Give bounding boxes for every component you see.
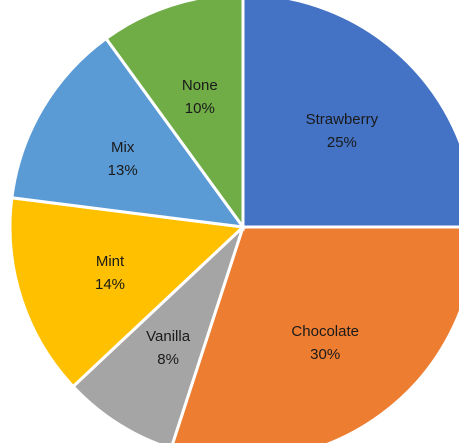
slice-category-label: Strawberry — [306, 111, 379, 128]
slice-label-none: None 10% — [182, 77, 218, 117]
slice-value-label: 30% — [310, 346, 340, 363]
slice-category-label: Mint — [96, 253, 125, 270]
pie-slice-mix — [10, 36, 247, 229]
slice-category-label: None — [182, 77, 218, 94]
labels-layer: Strawberry 25% Chocolate 30% Vanilla 8% Mint 14… — [95, 77, 379, 368]
slices-layer — [8, 0, 459, 443]
slice-category-label: Vanilla — [146, 328, 191, 345]
slice-value-label: 8% — [157, 351, 179, 368]
slice-label-mint: Mint 14% — [95, 253, 125, 293]
slice-value-label: 10% — [185, 100, 215, 117]
pie-slice-chocolate — [171, 225, 459, 443]
slice-value-label: 14% — [95, 276, 125, 293]
pie-slice-none — [103, 0, 245, 232]
slice-category-label: Mix — [111, 139, 135, 156]
pie-slice-mint — [8, 196, 247, 389]
slice-label-mix: Mix 13% — [108, 139, 138, 179]
slice-label-strawberry: Strawberry 25% — [306, 111, 379, 151]
pie-slice-vanilla — [71, 225, 245, 443]
slice-label-chocolate: Chocolate 30% — [291, 323, 359, 363]
slice-value-label: 13% — [108, 162, 138, 179]
slice-value-label: 25% — [327, 134, 357, 151]
slice-category-label: Chocolate — [291, 323, 359, 340]
pie-slice-strawberry — [241, 0, 459, 229]
slice-label-vanilla: Vanilla 8% — [146, 328, 191, 368]
